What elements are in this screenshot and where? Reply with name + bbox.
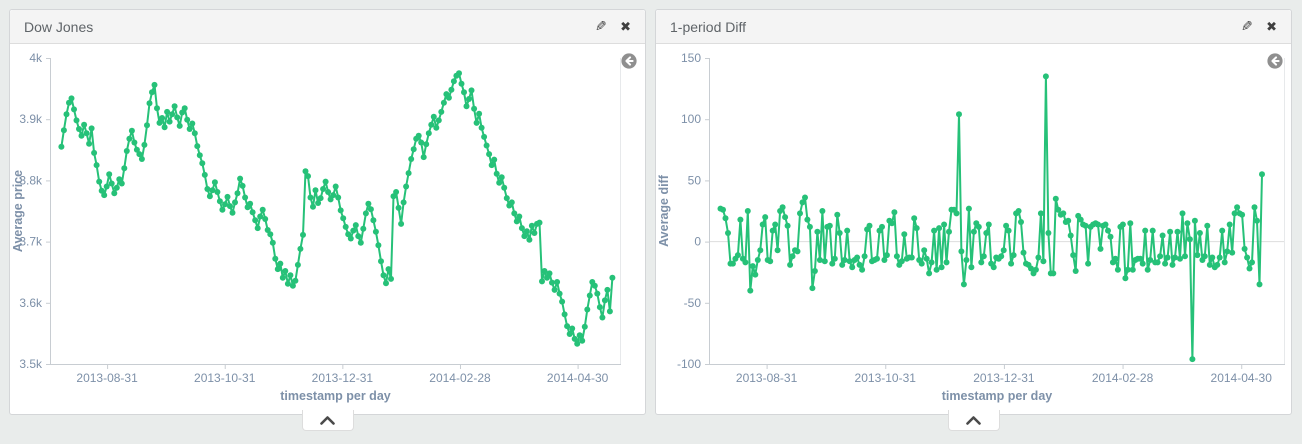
zoom-out-button[interactable]	[1267, 53, 1283, 69]
panel-dow-jones: Dow Jones ✎ ✖ 4k 3.9k 3.8k 3.7k 3.6k 3.5k 2013…	[9, 9, 646, 431]
svg-text:2013-10-31: 2013-10-31	[194, 371, 256, 385]
svg-text:Average diff: Average diff	[657, 174, 671, 247]
pencil-icon: ✎	[1241, 18, 1254, 35]
collapse-row-button[interactable]	[301, 410, 354, 431]
panel-title: 1-period Diff	[670, 18, 747, 35]
edit-panel-button[interactable]: ✎	[595, 18, 608, 35]
svg-text:3.6k: 3.6k	[19, 296, 43, 310]
close-icon: ✖	[1266, 19, 1277, 35]
svg-text:100: 100	[681, 112, 701, 126]
svg-text:2014-02-28: 2014-02-28	[429, 371, 491, 385]
svg-text:timestamp per day: timestamp per day	[280, 389, 391, 403]
svg-text:2013-08-31: 2013-08-31	[76, 371, 138, 385]
svg-text:2014-04-30: 2014-04-30	[547, 371, 609, 385]
svg-text:3.7k: 3.7k	[19, 235, 43, 249]
svg-text:timestamp per day: timestamp per day	[942, 389, 1053, 403]
svg-text:2014-02-28: 2014-02-28	[1092, 371, 1154, 385]
svg-text:3.5k: 3.5k	[19, 357, 43, 371]
back-arrow-icon	[1267, 53, 1283, 69]
svg-text:Average price: Average price	[11, 170, 25, 252]
panel-tools: ✎ ✖	[595, 18, 631, 35]
svg-text:50: 50	[688, 173, 702, 187]
edit-panel-button[interactable]: ✎	[1241, 18, 1254, 35]
chart-region-1-period-diff: 150 100 50 0 -50 -100 2013-08-31 2013-10-31 2013…	[656, 44, 1291, 414]
svg-text:0: 0	[694, 235, 701, 249]
dashboard-row: Dow Jones ✎ ✖ 4k 3.9k 3.8k 3.7k 3.6k 3.5k 2013…	[9, 9, 1292, 431]
zoom-out-button[interactable]	[621, 53, 637, 69]
chart-region-dow-jones: 4k 3.9k 3.8k 3.7k 3.6k 3.5k 2013-08-31 2013-10-…	[10, 44, 645, 414]
svg-text:-100: -100	[677, 357, 701, 371]
panel-header: Dow Jones ✎ ✖	[10, 10, 645, 44]
svg-text:2014-04-30: 2014-04-30	[1211, 371, 1273, 385]
panel-tools: ✎ ✖	[1241, 18, 1277, 35]
close-icon: ✖	[620, 19, 631, 35]
chart-canvas-1-period-diff[interactable]: 150 100 50 0 -50 -100 2013-08-31 2013-10-31 2013…	[656, 44, 1291, 414]
svg-text:3.8k: 3.8k	[19, 173, 43, 187]
svg-text:2013-08-31: 2013-08-31	[736, 371, 798, 385]
back-arrow-icon	[621, 53, 637, 69]
panel-header: 1-period Diff ✎ ✖	[656, 10, 1291, 44]
chevron-up-icon	[320, 415, 335, 425]
pencil-icon: ✎	[595, 18, 608, 35]
panel-1-period-diff: 1-period Diff ✎ ✖ 150 100 50 0 -50 -100 2013-0…	[655, 9, 1292, 431]
panel-title: Dow Jones	[24, 18, 94, 35]
svg-text:2013-10-31: 2013-10-31	[855, 371, 917, 385]
svg-text:4k: 4k	[29, 51, 43, 65]
svg-text:2013-12-31: 2013-12-31	[973, 371, 1035, 385]
chart-canvas-dow-jones[interactable]: 4k 3.9k 3.8k 3.7k 3.6k 3.5k 2013-08-31 2013-10-…	[10, 44, 645, 414]
chevron-up-icon	[966, 415, 981, 425]
svg-text:-50: -50	[684, 296, 702, 310]
collapse-row-button[interactable]	[947, 410, 1000, 431]
svg-text:150: 150	[681, 51, 701, 65]
close-panel-button[interactable]: ✖	[620, 20, 631, 34]
svg-text:3.9k: 3.9k	[19, 112, 43, 126]
close-panel-button[interactable]: ✖	[1266, 20, 1277, 34]
svg-text:2013-12-31: 2013-12-31	[312, 371, 374, 385]
